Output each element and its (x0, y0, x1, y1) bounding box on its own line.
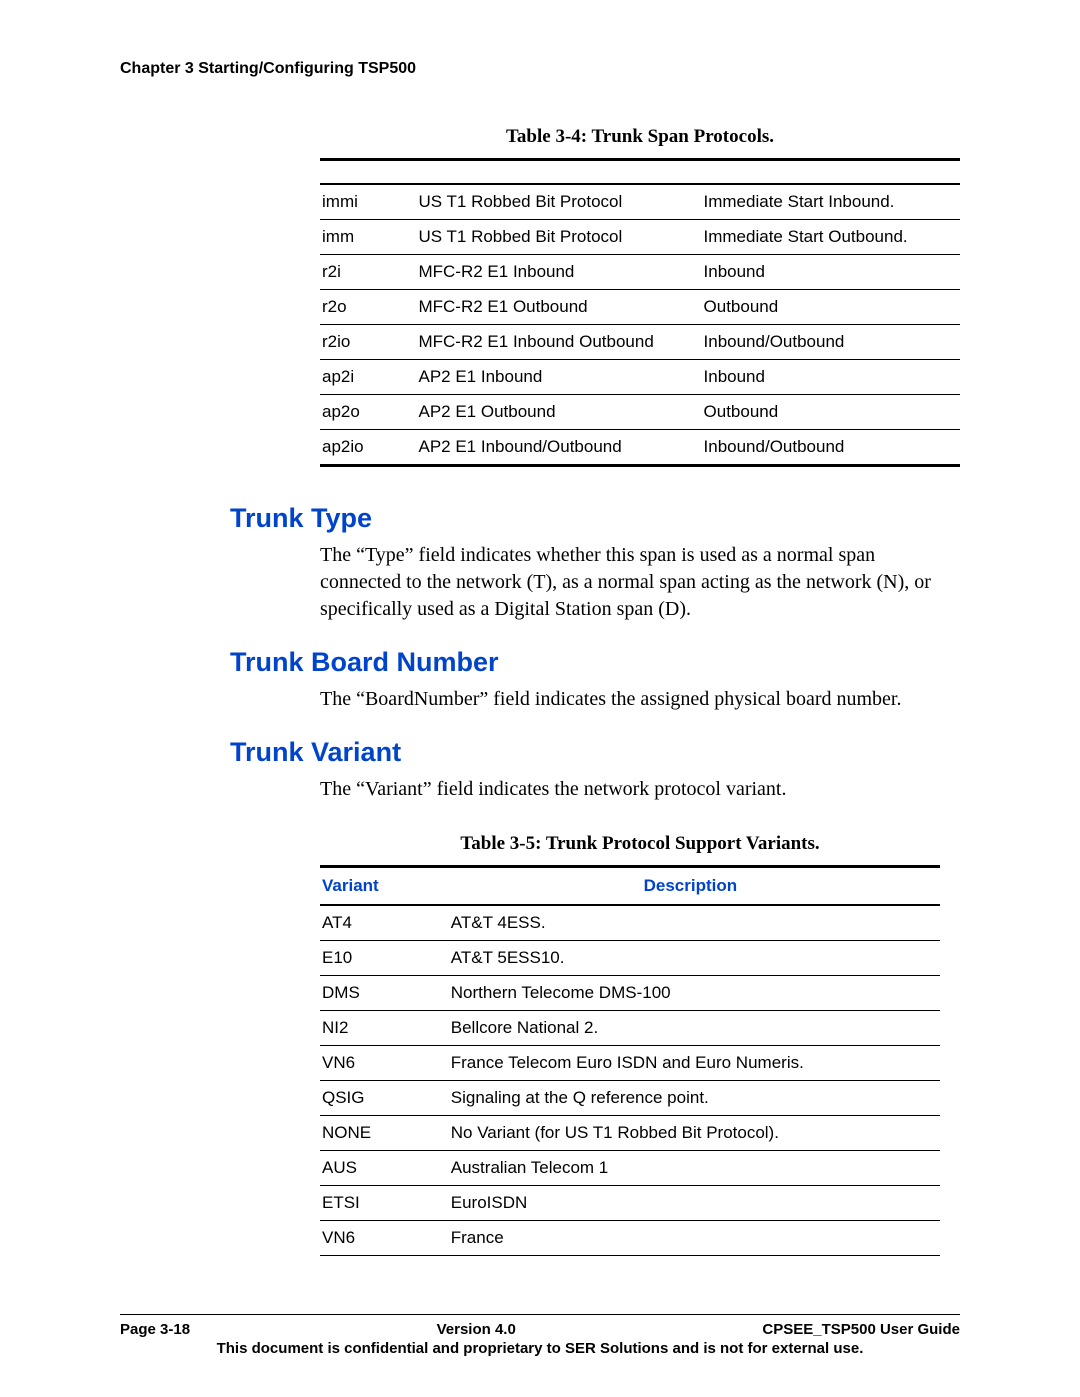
table-cell: AP2 E1 Inbound (416, 360, 701, 395)
table-cell: imm (320, 220, 416, 255)
footer-confidential: This document is confidential and propri… (120, 1340, 960, 1357)
table-cell: ap2io (320, 430, 416, 466)
table-cell: No Variant (for US T1 Robbed Bit Protoco… (449, 1116, 940, 1151)
table-row: NONENo Variant (for US T1 Robbed Bit Pro… (320, 1116, 940, 1151)
table-3-5-wrap: Table 3-5: Trunk Protocol Support Varian… (320, 833, 960, 1256)
table-cell: E10 (320, 941, 449, 976)
table-header-cell (416, 160, 701, 185)
table-cell: US T1 Robbed Bit Protocol (416, 220, 701, 255)
table-row: AT4AT&T 4ESS. (320, 905, 940, 941)
table-cell: Inbound (702, 360, 960, 395)
table-header-variant: Variant (320, 867, 449, 906)
table-row: r2oMFC-R2 E1 OutboundOutbound (320, 290, 960, 325)
table-cell: Inbound (702, 255, 960, 290)
table-cell: Immediate Start Inbound. (702, 184, 960, 220)
table-row: NI2Bellcore National 2. (320, 1011, 940, 1046)
table-cell: ap2i (320, 360, 416, 395)
table-cell: r2i (320, 255, 416, 290)
table-row: E10AT&T 5ESS10. (320, 941, 940, 976)
body-trunk-variant: The “Variant” field indicates the networ… (320, 776, 960, 803)
table-cell: Immediate Start Outbound. (702, 220, 960, 255)
table-row: immiUS T1 Robbed Bit ProtocolImmediate S… (320, 184, 960, 220)
table-cell: MFC-R2 E1 Inbound (416, 255, 701, 290)
table-row: AUSAustralian Telecom 1 (320, 1151, 940, 1186)
table-row: ap2oAP2 E1 OutboundOutbound (320, 395, 960, 430)
table-header-cell (702, 160, 960, 185)
table-cell: ETSI (320, 1186, 449, 1221)
table-row: DMSNorthern Telecome DMS-100 (320, 976, 940, 1011)
table-cell: Australian Telecom 1 (449, 1151, 940, 1186)
body-trunk-type: The “Type” field indicates whether this … (320, 542, 960, 623)
table-row: r2iMFC-R2 E1 InboundInbound (320, 255, 960, 290)
table-cell: Signaling at the Q reference point. (449, 1081, 940, 1116)
table-cell: Inbound/Outbound (702, 430, 960, 466)
table-cell: NI2 (320, 1011, 449, 1046)
footer-page: Page 3-18 (120, 1321, 190, 1338)
body-trunk-board-number: The “BoardNumber” field indicates the as… (320, 686, 960, 713)
table-cell: US T1 Robbed Bit Protocol (416, 184, 701, 220)
table-cell: MFC-R2 E1 Inbound Outbound (416, 325, 701, 360)
table-3-4-wrap: Table 3-4: Trunk Span Protocols. immiUS … (320, 126, 960, 467)
table-cell: immi (320, 184, 416, 220)
table-cell: Outbound (702, 290, 960, 325)
page: Chapter 3 Starting/Configuring TSP500 Ta… (0, 0, 1080, 1397)
table-cell: France Telecom Euro ISDN and Euro Numeri… (449, 1046, 940, 1081)
footer-version: Version 4.0 (437, 1321, 516, 1338)
table-header-description: Description (449, 867, 940, 906)
table-cell: EuroISDN (449, 1186, 940, 1221)
table-row: Variant Description (320, 867, 940, 906)
table-3-5-caption: Table 3-5: Trunk Protocol Support Varian… (320, 833, 960, 855)
heading-trunk-variant: Trunk Variant (230, 737, 960, 768)
table-row (320, 160, 960, 185)
table-row: immUS T1 Robbed Bit ProtocolImmediate St… (320, 220, 960, 255)
table-cell: DMS (320, 976, 449, 1011)
table-cell: ap2o (320, 395, 416, 430)
table-cell: France (449, 1221, 940, 1256)
table-cell: AT&T 5ESS10. (449, 941, 940, 976)
table-row: VN6France (320, 1221, 940, 1256)
heading-trunk-type: Trunk Type (230, 503, 960, 534)
footer-row: Page 3-18 Version 4.0 CPSEE_TSP500 User … (120, 1321, 960, 1338)
table-header-cell (320, 160, 416, 185)
footer-doc: CPSEE_TSP500 User Guide (762, 1321, 960, 1338)
table-row: QSIGSignaling at the Q reference point. (320, 1081, 940, 1116)
table-row: r2ioMFC-R2 E1 Inbound OutboundInbound/Ou… (320, 325, 960, 360)
table-row: ap2iAP2 E1 InboundInbound (320, 360, 960, 395)
table-cell: Outbound (702, 395, 960, 430)
table-3-4-caption: Table 3-4: Trunk Span Protocols. (320, 126, 960, 148)
table-cell: r2o (320, 290, 416, 325)
table-3-4: immiUS T1 Robbed Bit ProtocolImmediate S… (320, 158, 960, 467)
table-row: VN6France Telecom Euro ISDN and Euro Num… (320, 1046, 940, 1081)
table-cell: NONE (320, 1116, 449, 1151)
table-cell: AT4 (320, 905, 449, 941)
table-cell: Bellcore National 2. (449, 1011, 940, 1046)
table-cell: AT&T 4ESS. (449, 905, 940, 941)
table-row: ap2ioAP2 E1 Inbound/OutboundInbound/Outb… (320, 430, 960, 466)
table-cell: VN6 (320, 1046, 449, 1081)
table-cell: MFC-R2 E1 Outbound (416, 290, 701, 325)
chapter-header: Chapter 3 Starting/Configuring TSP500 (120, 60, 960, 78)
table-3-5: Variant Description AT4AT&T 4ESS.E10AT&T… (320, 865, 940, 1256)
table-cell: AUS (320, 1151, 449, 1186)
table-cell: Inbound/Outbound (702, 325, 960, 360)
heading-trunk-board-number: Trunk Board Number (230, 647, 960, 678)
table-cell: VN6 (320, 1221, 449, 1256)
page-footer: Page 3-18 Version 4.0 CPSEE_TSP500 User … (120, 1314, 960, 1357)
table-cell: r2io (320, 325, 416, 360)
table-cell: Northern Telecome DMS-100 (449, 976, 940, 1011)
table-cell: AP2 E1 Outbound (416, 395, 701, 430)
table-cell: AP2 E1 Inbound/Outbound (416, 430, 701, 466)
table-cell: QSIG (320, 1081, 449, 1116)
table-row: ETSIEuroISDN (320, 1186, 940, 1221)
